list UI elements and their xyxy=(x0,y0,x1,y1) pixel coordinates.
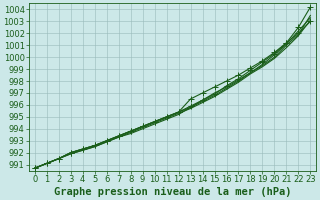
X-axis label: Graphe pression niveau de la mer (hPa): Graphe pression niveau de la mer (hPa) xyxy=(54,186,291,197)
